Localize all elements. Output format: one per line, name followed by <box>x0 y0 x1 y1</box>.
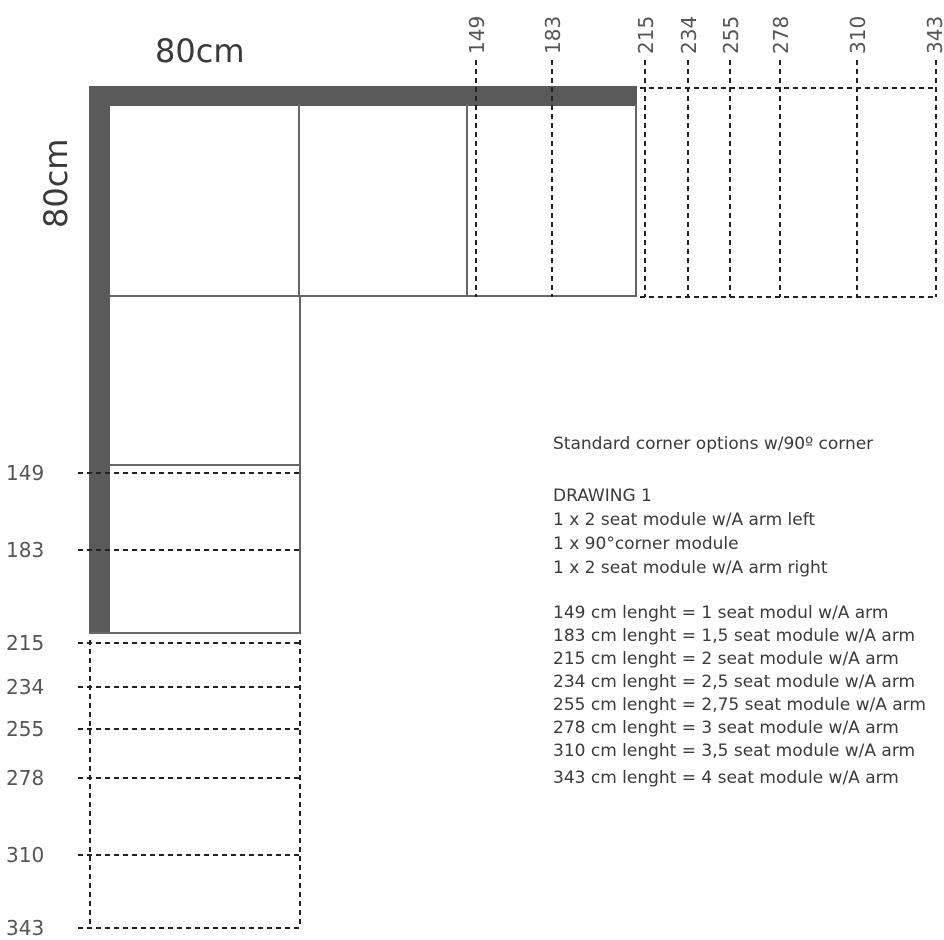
length-line: 149 cm lenght = 1 seat modul w/A arm <box>553 603 889 623</box>
length-line: 183 cm lenght = 1,5 seat module w/A arm <box>553 626 916 646</box>
top-tick-label: 343 <box>923 16 944 54</box>
left-tick-label: 310 <box>6 843 44 867</box>
top-tick-label: 149 <box>465 16 489 54</box>
length-line: 234 cm lenght = 2,5 seat module w/A arm <box>553 672 916 692</box>
module-line: 1 x 90°corner module <box>553 534 739 554</box>
top-tick-label: 234 <box>677 16 701 54</box>
top-width-label: 80cm <box>155 32 244 70</box>
length-line: 310 cm lenght = 3,5 seat module w/A arm <box>553 741 916 761</box>
sofa-backrest <box>89 86 637 634</box>
left-tick-label: 343 <box>6 916 44 940</box>
module-line: 1 x 2 seat module w/A arm right <box>553 558 828 578</box>
backrest-top <box>89 86 637 106</box>
top-tick-label: 278 <box>769 16 793 54</box>
drawing-heading: DRAWING 1 <box>553 486 652 506</box>
top-tick-label: 183 <box>541 16 565 54</box>
top-tick-label: 215 <box>634 16 658 54</box>
length-line: 278 cm lenght = 3 seat module w/A arm <box>553 718 899 738</box>
left-tick-label: 278 <box>6 766 44 790</box>
left-tick-label: 183 <box>6 538 44 562</box>
left-tick-label: 149 <box>6 461 44 485</box>
backrest-left <box>89 86 110 634</box>
side-depth-label: 80cm <box>37 139 75 228</box>
length-line: 343 cm lenght = 4 seat module w/A arm <box>553 768 899 788</box>
left-tick-label: 215 <box>6 631 44 655</box>
extension-lines <box>78 60 937 929</box>
length-line: 215 cm lenght = 2 seat module w/A arm <box>553 649 899 669</box>
top-tick-label: 255 <box>719 16 743 54</box>
top-tick-label: 310 <box>846 16 870 54</box>
notes-panel: Standard corner options w/90º corner DRA… <box>553 432 944 790</box>
left-tick-label: 255 <box>6 717 44 741</box>
left-tick-label: 234 <box>6 675 44 699</box>
seat-modules <box>89 104 637 634</box>
module-line: 1 x 2 seat module w/A arm left <box>553 510 816 530</box>
length-line: 255 cm lenght = 2,75 seat module w/A arm <box>553 695 926 715</box>
notes-title: Standard corner options w/90º corner <box>553 434 874 454</box>
